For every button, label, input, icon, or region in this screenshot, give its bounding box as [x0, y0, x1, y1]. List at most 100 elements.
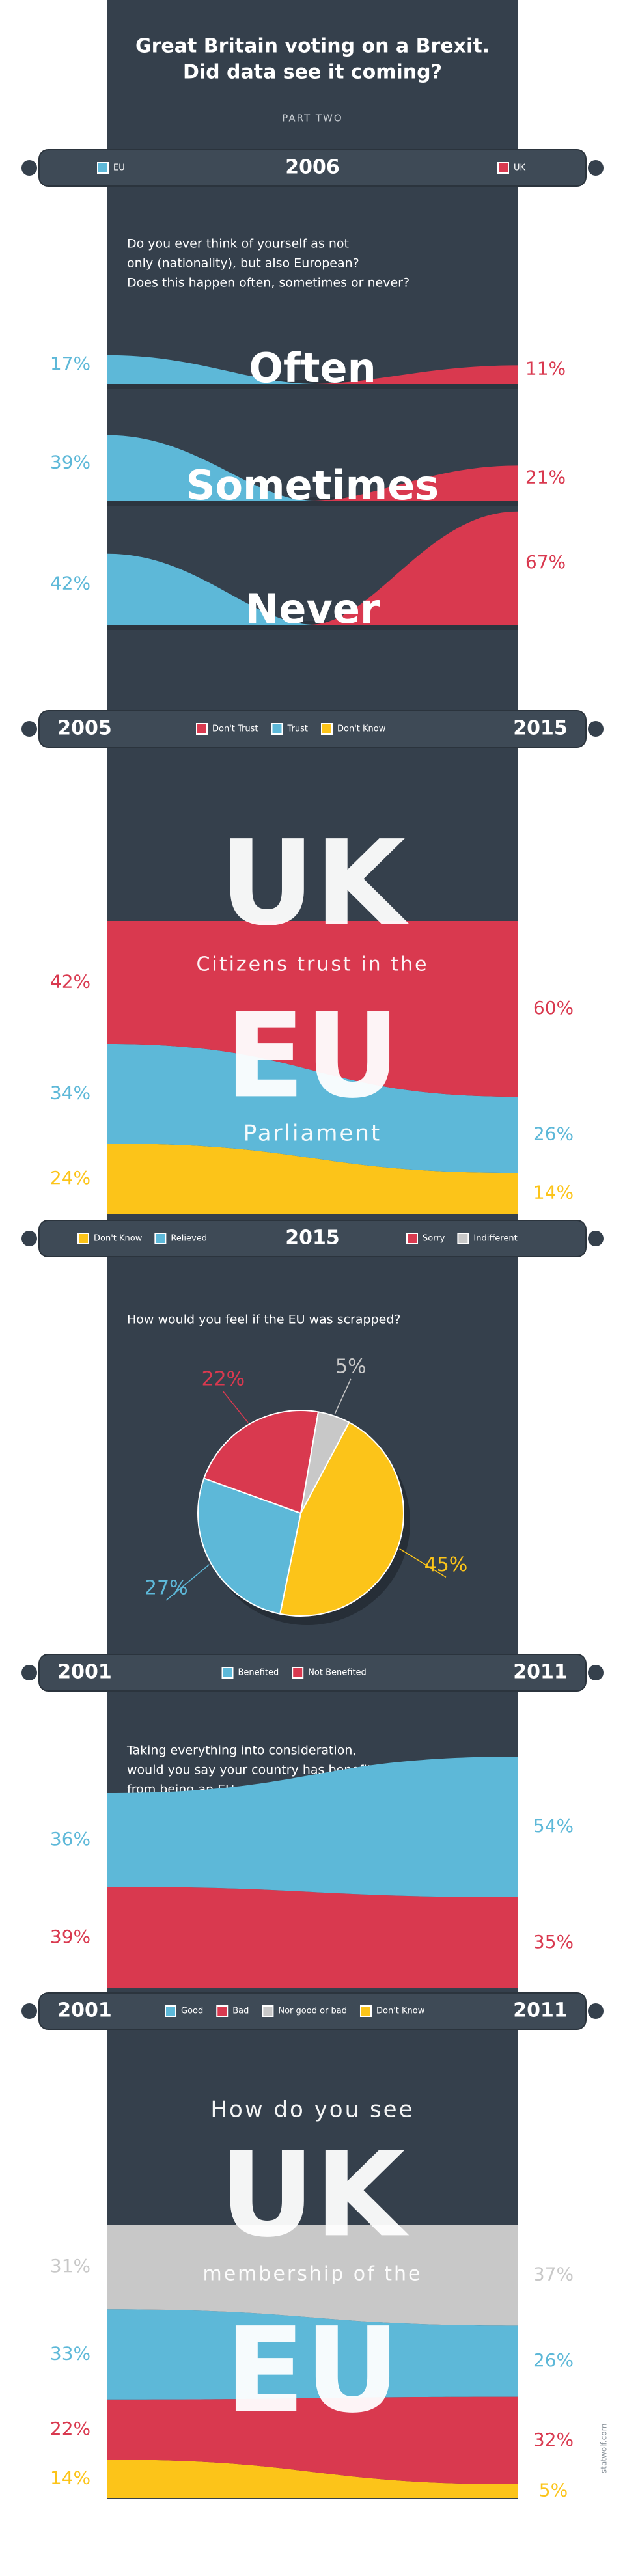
value-label: 22% — [50, 2418, 90, 2439]
value-label: 5% — [539, 2480, 568, 2501]
value-label: 33% — [50, 2343, 90, 2364]
value-label: 60% — [533, 997, 574, 1019]
value-label: 5% — [335, 1355, 367, 1378]
category: Often — [249, 344, 376, 392]
bar — [38, 710, 587, 748]
question: How would you feel if the EU was scrappe… — [127, 1313, 400, 1327]
legend-swatch — [154, 1233, 167, 1244]
wedge — [107, 553, 316, 625]
year: 2015 — [285, 1227, 340, 1250]
wedge — [107, 355, 316, 384]
value-label: 39% — [50, 451, 90, 473]
value-label: 24% — [50, 1167, 90, 1188]
pie-slice — [300, 1411, 350, 1514]
year: 2015 — [513, 717, 568, 740]
value-label: 14% — [50, 2467, 90, 2489]
wedge — [309, 365, 518, 384]
value-label: 11% — [525, 358, 566, 379]
title: Did data see it coming? — [183, 61, 442, 84]
headline: Parliament — [243, 1121, 382, 1147]
value-label: 26% — [533, 2350, 574, 2371]
question: Do you ever think of yourself as not — [127, 237, 349, 251]
value-label: 42% — [50, 572, 90, 594]
bar — [38, 149, 587, 187]
value-label: 39% — [50, 1926, 90, 1947]
legend-swatch — [77, 1233, 89, 1244]
legend-swatch — [216, 2005, 229, 2017]
question: Taking everything into consideration, — [126, 1744, 356, 1758]
year: 2005 — [57, 717, 112, 740]
value-label: 31% — [50, 2255, 90, 2277]
headline: How do you see — [210, 2097, 414, 2123]
subtitle: PART TWO — [282, 113, 342, 124]
year: 2001 — [57, 1661, 112, 1684]
legend-label: Indifferent — [473, 1234, 517, 1244]
stream-band — [107, 1757, 518, 1897]
value-label: 34% — [50, 1082, 90, 1104]
value-label: 26% — [533, 1123, 574, 1145]
legend-label: Don't Know — [94, 1234, 143, 1244]
legend-swatch — [97, 162, 109, 174]
legend-swatch — [406, 1233, 418, 1244]
bar-knob — [588, 721, 604, 737]
value-label: 67% — [525, 551, 566, 573]
legend-label: Benefited — [238, 1668, 279, 1678]
bar-knob — [21, 2003, 37, 2019]
legend-swatch — [320, 723, 333, 735]
value-label: 45% — [424, 1554, 468, 1576]
legend-label: UK — [514, 163, 526, 173]
bar-knob — [21, 160, 37, 176]
wedge — [309, 465, 518, 501]
title: Great Britain voting on a Brexit. — [135, 35, 490, 58]
bar-knob — [21, 1231, 37, 1246]
leader-line — [223, 1391, 249, 1423]
legend-label: Sorry — [423, 1234, 445, 1244]
question: Does this happen often, sometimes or nev… — [127, 276, 410, 290]
headline: membership of the — [203, 2263, 423, 2286]
headline: UK — [219, 2127, 409, 2263]
legend-swatch — [196, 723, 208, 735]
legend-swatch — [457, 1233, 469, 1244]
year: 2001 — [57, 1999, 112, 2022]
legend-label: Don't Know — [337, 724, 386, 734]
value-label: 22% — [202, 1368, 245, 1391]
year: 2006 — [285, 156, 340, 179]
bar — [38, 1654, 587, 1692]
headline: EU — [225, 2303, 400, 2439]
stream-band — [107, 2396, 518, 2484]
bar-knob — [588, 1665, 604, 1680]
stream-band — [107, 1044, 518, 1173]
legend-swatch — [165, 2005, 176, 2017]
value-label: 36% — [50, 1828, 90, 1850]
wedge — [309, 511, 518, 625]
value-label: 17% — [50, 353, 90, 374]
year: 2011 — [513, 1999, 568, 2022]
category: Sometimes — [186, 461, 439, 509]
bar-knob — [588, 2003, 604, 2019]
bar-knob — [21, 1665, 37, 1680]
wedge — [107, 435, 316, 501]
value-label: 42% — [50, 971, 90, 993]
stream-band — [107, 2225, 518, 2326]
headline: Citizens trust in the — [197, 953, 429, 976]
stream-band — [107, 1144, 518, 1214]
value-label: 21% — [525, 467, 566, 488]
legend-label: Trust — [287, 724, 308, 734]
stream-band — [107, 2460, 518, 2498]
stream-band — [107, 1887, 518, 1988]
value-label: 32% — [533, 2429, 574, 2450]
legend-swatch — [221, 1667, 234, 1679]
headline: UK — [219, 815, 409, 952]
stream-band — [107, 2309, 518, 2400]
pie-slice — [197, 1477, 302, 1615]
legend-label: Not Benefited — [308, 1668, 367, 1678]
footer: statwolf.com — [600, 2424, 609, 2473]
legend-swatch — [497, 162, 509, 174]
bar-knob — [21, 721, 37, 737]
legend-label: Bad — [232, 2007, 249, 2016]
legend-label: Relieved — [171, 1234, 207, 1244]
legend-label: Don't Trust — [212, 724, 258, 734]
legend-swatch — [262, 2005, 274, 2017]
bar — [38, 1992, 587, 2030]
